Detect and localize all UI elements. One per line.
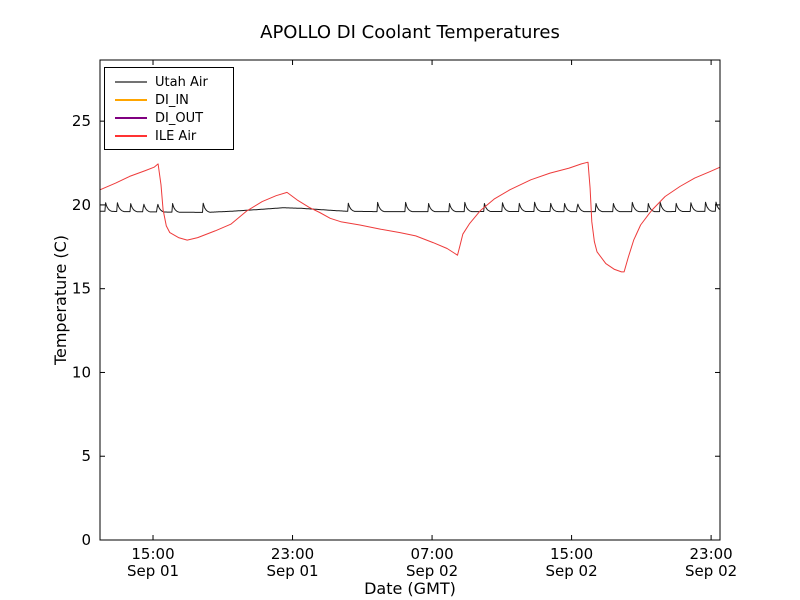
series-line-ile-air — [99, 161, 721, 273]
y-tick-label: 10 — [72, 363, 91, 381]
y-tick-label: 5 — [81, 447, 91, 465]
y-tick-label: 25 — [72, 112, 91, 130]
x-axis-label: Date (GMT) — [364, 579, 456, 598]
utah-air-line-swatch — [115, 81, 147, 83]
legend-label-di-in: DI_IN — [155, 92, 189, 108]
di-in-line-swatch — [115, 99, 147, 101]
y-axis-label: Temperature (C) — [51, 235, 70, 366]
y-tick-label: 20 — [72, 196, 91, 214]
x-tick-label-time: 15:00 — [550, 545, 593, 563]
x-tick-label-date: Sep 01 — [266, 562, 318, 580]
y-tick-label: 15 — [72, 280, 91, 298]
series-lines — [99, 161, 721, 273]
chart-title: APOLLO DI Coolant Temperatures — [260, 22, 560, 43]
legend-label-ile-air: ILE Air — [155, 128, 197, 144]
legend-label-di-out: DI_OUT — [155, 110, 204, 126]
legend-item-ile-air: ILE Air — [105, 127, 233, 145]
y-tick-label: 0 — [81, 531, 91, 549]
legend-item-di-out: DI_OUT — [105, 109, 233, 127]
x-tick-label-date: Sep 02 — [685, 562, 737, 580]
di-out-line-swatch — [115, 117, 147, 119]
x-tick-label-date: Sep 02 — [546, 562, 598, 580]
legend-item-utah-air: Utah Air — [105, 73, 233, 91]
x-tick-label-date: Sep 02 — [406, 562, 458, 580]
ile-air-line-swatch — [115, 135, 147, 137]
x-tick-label-time: 07:00 — [410, 545, 453, 563]
legend-box: Utah Air DI_IN DI_OUT ILE Air — [104, 67, 234, 150]
x-tick-label-time: 23:00 — [271, 545, 314, 563]
plot-frame — [99, 59, 721, 541]
legend-item-di-in: DI_IN — [105, 91, 233, 109]
legend-label-utah-air: Utah Air — [155, 74, 208, 90]
x-tick-label-time: 15:00 — [131, 545, 174, 563]
x-tick-label-date: Sep 01 — [127, 562, 179, 580]
series-line-utah-air — [100, 201, 720, 213]
y-axis-ticks: 0 5 10 15 20 25 — [72, 112, 720, 549]
x-tick-label-time: 23:00 — [689, 545, 732, 563]
